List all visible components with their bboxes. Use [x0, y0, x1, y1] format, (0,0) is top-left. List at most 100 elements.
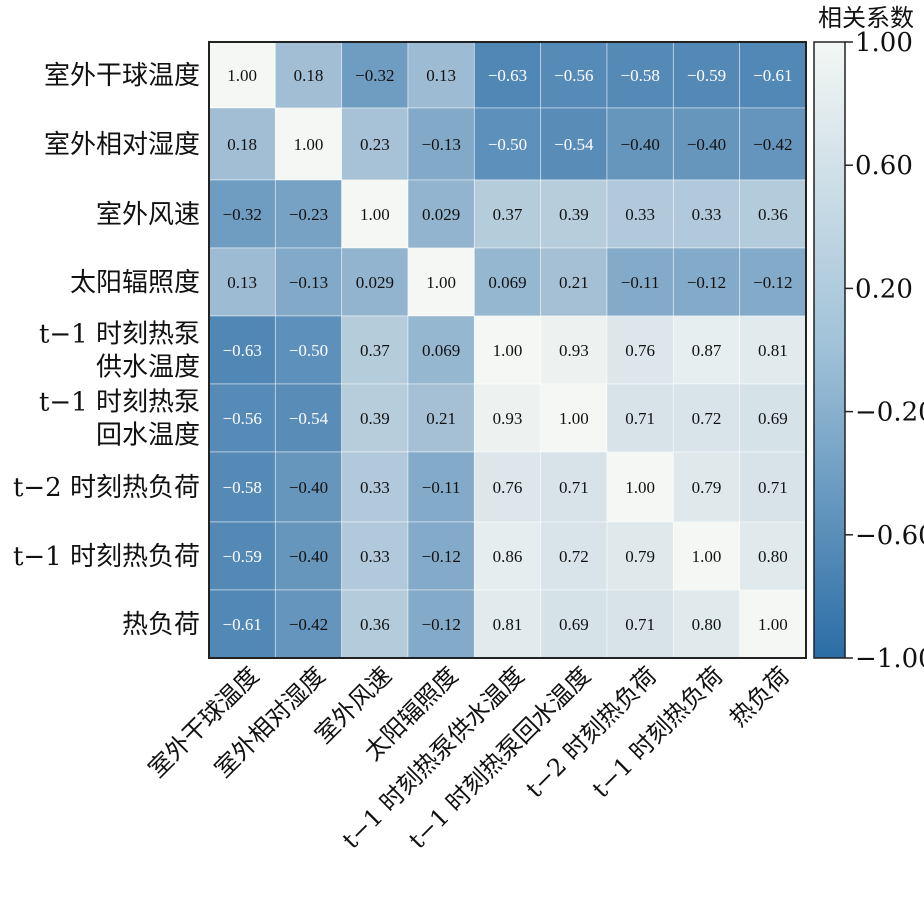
- heatmap-cell: [606, 107, 674, 181]
- cell-value-label: −0.54: [289, 409, 329, 428]
- cell-value-label: 0.13: [426, 66, 456, 85]
- cell-value-label: 1.00: [559, 409, 589, 428]
- heatmap-cell: [407, 383, 475, 453]
- heatmap-cell: [208, 383, 276, 453]
- row-label: t−2 时刻热负荷: [13, 473, 200, 503]
- colorbar-tick-label: 1.00: [855, 28, 913, 58]
- heatmap-cell: [540, 315, 608, 385]
- cell-value-label: 0.18: [227, 135, 257, 154]
- heatmap-cell: [739, 107, 807, 181]
- cell-value-label: 0.21: [559, 273, 589, 292]
- cell-value-label: 0.18: [294, 66, 324, 85]
- row-label: 供水温度: [96, 353, 200, 383]
- heatmap-cell: [672, 107, 741, 181]
- cell-value-label: −0.40: [289, 547, 328, 566]
- cell-value-label: −0.12: [753, 273, 792, 292]
- cell-value-label: 0.069: [422, 341, 460, 360]
- heatmap-cell: [407, 315, 475, 385]
- heatmap-cell: [341, 589, 409, 659]
- cell-value-label: −0.42: [289, 615, 328, 634]
- cell-value-label: 0.23: [360, 135, 390, 154]
- colorbar-tick-label: 0.60: [855, 151, 913, 181]
- colorbar-tick-label: −0.60: [855, 521, 924, 551]
- heatmap-cell: [274, 315, 343, 385]
- cell-value-label: 0.71: [559, 478, 589, 497]
- heatmap-cell: [274, 451, 343, 523]
- heatmap-cell: [341, 179, 409, 249]
- cell-value-label: 0.86: [493, 547, 523, 566]
- cell-value-label: −0.56: [222, 409, 261, 428]
- cell-value-label: 0.87: [692, 341, 722, 360]
- cell-value-label: 0.80: [692, 615, 722, 634]
- cell-value-label: 0.39: [559, 205, 589, 224]
- cell-value-label: 0.81: [493, 615, 523, 634]
- cell-value-label: 0.76: [493, 478, 523, 497]
- cell-value-label: −0.12: [421, 547, 460, 566]
- cell-value-label: 1.00: [227, 66, 257, 85]
- cell-value-label: 0.71: [625, 409, 655, 428]
- heatmap-cell: [208, 107, 276, 181]
- heatmap-cell: [739, 247, 807, 317]
- heatmap-cell: [473, 383, 542, 453]
- cell-value-label: −0.50: [289, 341, 328, 360]
- heatmap-cell: [473, 41, 542, 109]
- cell-value-label: 1.00: [360, 205, 390, 224]
- heatmap-cell: [540, 383, 608, 453]
- cell-value-label: −0.32: [355, 66, 394, 85]
- heatmap-cell: [341, 315, 409, 385]
- cell-value-label: 0.71: [625, 615, 655, 634]
- heatmap-cell: [274, 589, 343, 659]
- row-label: 室外相对湿度: [44, 130, 200, 160]
- heatmap-cell: [540, 521, 608, 591]
- heatmap-cell: [540, 41, 608, 109]
- cell-value-label: −0.63: [222, 341, 261, 360]
- cell-value-label: −0.59: [222, 547, 261, 566]
- cell-value-label: 0.029: [356, 273, 394, 292]
- cell-value-label: −0.13: [289, 273, 328, 292]
- heatmap-cell: [606, 589, 674, 659]
- heatmap-cell: [540, 589, 608, 659]
- heatmap-cell: [672, 247, 741, 317]
- heatmap-cell: [341, 107, 409, 181]
- heatmap-cell: [208, 247, 276, 317]
- cell-value-label: −0.58: [222, 478, 261, 497]
- cell-value-label: −0.13: [421, 135, 460, 154]
- heatmap-cell: [407, 107, 475, 181]
- cell-value-label: 0.79: [692, 478, 722, 497]
- cell-value-label: −0.58: [620, 66, 659, 85]
- cell-value-label: −0.11: [422, 478, 461, 497]
- heatmap-cell: [473, 179, 542, 249]
- heatmap-cell: [208, 589, 276, 659]
- cell-value-label: 1.00: [692, 547, 722, 566]
- row-label: t−1 时刻热泵: [39, 388, 200, 418]
- cell-value-label: 1.00: [493, 341, 523, 360]
- heatmap-cell: [473, 589, 542, 659]
- heatmap-cell: [208, 179, 276, 249]
- heatmap-cell: [341, 451, 409, 523]
- cell-value-label: 1.00: [758, 615, 788, 634]
- heatmap-cell: [274, 41, 343, 109]
- cell-value-label: 0.33: [360, 547, 390, 566]
- cell-value-label: −0.40: [289, 478, 328, 497]
- heatmap-cell: [473, 521, 542, 591]
- heatmap-cell-labels: 1.00 0.18 −0.32 0.13 −0.63 −0.56 −0.58 −0.59 −0.…: [222, 66, 792, 634]
- row-label: 室外风速: [96, 200, 200, 230]
- cell-value-label: 0.36: [360, 615, 390, 634]
- row-label: t−1 时刻热负荷: [13, 542, 200, 572]
- cell-value-label: −0.23: [289, 205, 328, 224]
- heatmap-cell: [341, 383, 409, 453]
- cell-value-label: 1.00: [294, 135, 324, 154]
- cell-value-label: 0.79: [625, 547, 655, 566]
- cell-value-label: 0.69: [758, 409, 788, 428]
- heatmap-cell: [739, 179, 807, 249]
- cell-value-label: −0.32: [222, 205, 261, 224]
- cell-value-label: −0.63: [488, 66, 527, 85]
- cell-value-label: 0.81: [758, 341, 788, 360]
- cell-value-label: −0.40: [620, 135, 659, 154]
- cell-value-label: 0.37: [493, 205, 523, 224]
- cell-value-label: −0.50: [488, 135, 527, 154]
- cell-value-label: 0.76: [625, 341, 655, 360]
